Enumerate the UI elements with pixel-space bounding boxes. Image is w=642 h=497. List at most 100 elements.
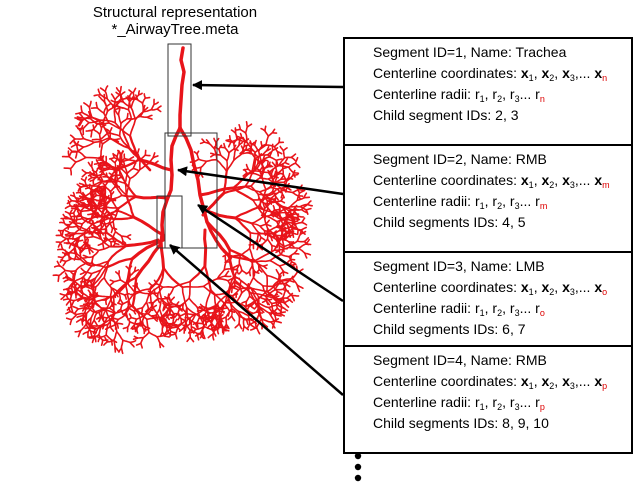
airway-branch bbox=[281, 189, 294, 194]
airway-branch bbox=[113, 330, 118, 342]
airway-branch bbox=[248, 265, 253, 273]
airway-branch bbox=[265, 148, 272, 152]
airway-branch bbox=[107, 132, 121, 137]
airway-branch bbox=[134, 291, 142, 296]
airway-branch bbox=[96, 215, 110, 220]
airway-branch bbox=[274, 288, 284, 291]
airway-branch bbox=[72, 191, 76, 198]
airway-branch bbox=[210, 152, 216, 156]
airway-branch bbox=[120, 118, 128, 125]
coord-sub-last: o bbox=[602, 287, 608, 297]
airway-branch bbox=[74, 151, 78, 159]
radius-r-last: r bbox=[535, 394, 540, 410]
airway-branch bbox=[266, 200, 277, 203]
airway-branch bbox=[257, 197, 264, 203]
centerline-label: Centerline coordinates: bbox=[373, 373, 517, 389]
airway-branch bbox=[103, 210, 108, 216]
airway-branch bbox=[83, 102, 91, 108]
airway-branch bbox=[233, 149, 237, 161]
airway-branch bbox=[90, 129, 93, 138]
airway-branch bbox=[234, 284, 242, 290]
airway-branch bbox=[120, 339, 124, 349]
airway-branch bbox=[147, 157, 154, 165]
airway-branch bbox=[238, 141, 243, 146]
airway-branch bbox=[100, 203, 106, 218]
segment-id-line: Segment ID=3, Name: LMB bbox=[373, 258, 545, 274]
airway-branch bbox=[114, 231, 123, 237]
airway-branch bbox=[118, 291, 121, 300]
airway-branch bbox=[139, 162, 150, 171]
airway-branch bbox=[238, 254, 242, 265]
airway-branch bbox=[88, 277, 97, 282]
airway-branch bbox=[64, 210, 71, 215]
airway-branch bbox=[78, 184, 86, 190]
airway-branch bbox=[283, 243, 292, 248]
airway-branch bbox=[288, 279, 295, 283]
airway-branch bbox=[152, 155, 159, 159]
airway-branch bbox=[95, 223, 103, 229]
airway-branch bbox=[287, 177, 294, 180]
airway-branch bbox=[75, 111, 83, 115]
airway-branch bbox=[72, 233, 75, 241]
segment-box-1 bbox=[343, 37, 633, 146]
airway-branch bbox=[64, 229, 71, 234]
airway-branch bbox=[118, 135, 131, 150]
airway-branch bbox=[101, 195, 106, 206]
airway-branch bbox=[300, 221, 308, 226]
coord-x3: x bbox=[562, 279, 570, 295]
airway-branch bbox=[258, 236, 262, 243]
coord-sub: 3 bbox=[569, 381, 575, 391]
airway-branch bbox=[199, 333, 204, 339]
airway-branch bbox=[245, 163, 249, 170]
coord-sub: 1 bbox=[528, 180, 534, 190]
radius-sub-last: p bbox=[539, 402, 545, 412]
airway-branch bbox=[90, 200, 95, 205]
airway-branch bbox=[119, 303, 123, 311]
airway-branch bbox=[101, 155, 104, 162]
airway-branch bbox=[240, 287, 248, 294]
airway-branch bbox=[103, 276, 113, 289]
airway-branch bbox=[88, 201, 92, 211]
coord-sub-last: n bbox=[602, 73, 608, 83]
airway-branch bbox=[116, 322, 124, 325]
airway-branch bbox=[97, 229, 100, 236]
airway-branch bbox=[62, 260, 67, 267]
airway-branch bbox=[122, 160, 126, 168]
airway-branch bbox=[79, 130, 85, 140]
airway-branch bbox=[82, 141, 95, 148]
centerline-radii-line: Centerline radii: r1, r2, r3... rm bbox=[373, 191, 610, 212]
ellipsis: ... bbox=[519, 86, 532, 102]
airway-branch bbox=[103, 198, 108, 206]
airway-branch bbox=[159, 331, 164, 337]
airway-branch bbox=[122, 326, 129, 330]
airway-branch bbox=[261, 214, 272, 218]
airway-branch bbox=[239, 149, 245, 155]
airway-branch bbox=[166, 313, 170, 321]
airway-branch bbox=[135, 322, 143, 329]
centerline-coordinates-line: Centerline coordinates: x1, x2, x3,... x… bbox=[373, 371, 607, 392]
airway-branch bbox=[261, 160, 266, 165]
airway-branch bbox=[115, 104, 122, 109]
airway-branch bbox=[181, 286, 188, 309]
airway-branch bbox=[112, 317, 120, 321]
airway-branch bbox=[78, 119, 84, 127]
sep: , bbox=[502, 193, 506, 209]
dot-3 bbox=[354, 474, 362, 482]
airway-branch bbox=[132, 162, 137, 170]
airway-branch bbox=[196, 315, 201, 324]
airway-branch bbox=[284, 157, 289, 164]
airway-branch bbox=[223, 142, 226, 149]
airway-branch bbox=[132, 87, 137, 94]
airway-branch bbox=[287, 166, 295, 174]
airway-branch bbox=[300, 217, 306, 224]
airway-branch bbox=[270, 172, 274, 181]
airway-branch bbox=[80, 209, 92, 213]
airway-branch bbox=[291, 271, 299, 280]
radius-sub: 3 bbox=[514, 402, 520, 412]
airway-branch bbox=[130, 324, 136, 330]
airway-branch bbox=[82, 331, 89, 335]
airway-branch bbox=[74, 197, 81, 200]
airway-branch bbox=[273, 232, 280, 239]
airway-branch bbox=[294, 156, 299, 164]
airway-branch bbox=[266, 274, 282, 282]
